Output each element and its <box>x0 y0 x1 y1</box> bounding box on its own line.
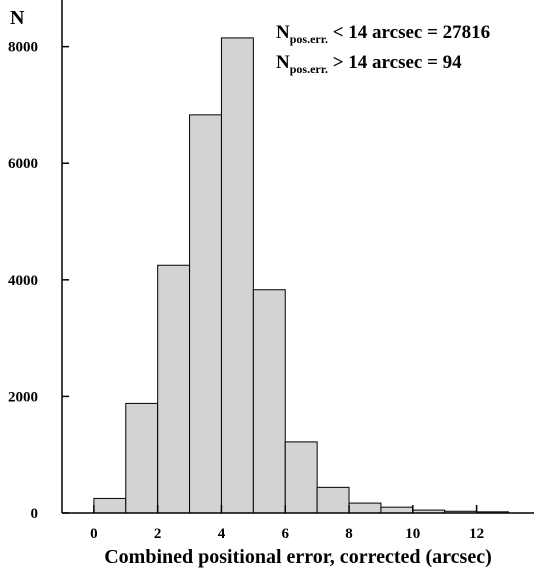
histogram-bar <box>284 441 318 514</box>
annotation-block: Npos.err. < 14 arcsec = 27816 Npos.err. … <box>276 22 490 76</box>
histogram-bar <box>252 289 286 514</box>
y-tick-label: 6000 <box>8 156 38 172</box>
x-tick-label: 12 <box>469 526 484 542</box>
y-ticks: 0 2000 4000 6000 8000 <box>8 40 69 522</box>
y-tick-label: 2000 <box>8 389 38 405</box>
x-tick-label: 10 <box>405 526 420 542</box>
x-tick-label: 8 <box>345 526 353 542</box>
annotation-1-main: N <box>276 22 290 43</box>
histogram-bar <box>316 486 350 514</box>
annotation-1-subscript: pos.err. <box>290 32 328 46</box>
y-tick-label: 4000 <box>8 273 38 289</box>
annotation-1-text: < 14 arcsec = 27816 <box>328 22 490 43</box>
histogram-bar <box>380 506 414 514</box>
x-axis-label: Combined positional error, corrected (ar… <box>104 546 492 568</box>
annotation-line-2: Npos.err. > 14 arcsec = 94 <box>276 52 462 76</box>
histogram-bar <box>189 114 222 514</box>
x-tick-label: 0 <box>90 526 98 542</box>
annotation-2-main: N <box>276 52 290 73</box>
annotation-2-subscript: pos.err. <box>290 62 328 76</box>
histogram-bar <box>125 402 159 514</box>
histogram-bars <box>93 37 509 514</box>
x-tick-label: 4 <box>218 526 226 542</box>
x-ticks: 0 2 4 6 8 10 12 <box>90 505 484 542</box>
x-tick-label: 6 <box>281 526 289 542</box>
y-tick-label: 0 <box>31 506 39 522</box>
histogram-bar <box>220 37 254 514</box>
annotation-2-text: > 14 arcsec = 94 <box>328 52 462 73</box>
histogram-bar <box>348 502 382 514</box>
y-axis-label: N <box>10 7 25 29</box>
axes <box>61 0 534 514</box>
histogram-bar <box>157 264 191 514</box>
annotation-line-1: Npos.err. < 14 arcsec = 27816 <box>276 22 490 46</box>
x-tick-label: 2 <box>154 526 162 542</box>
y-tick-label: 8000 <box>8 40 38 56</box>
histogram-bar <box>93 497 127 514</box>
